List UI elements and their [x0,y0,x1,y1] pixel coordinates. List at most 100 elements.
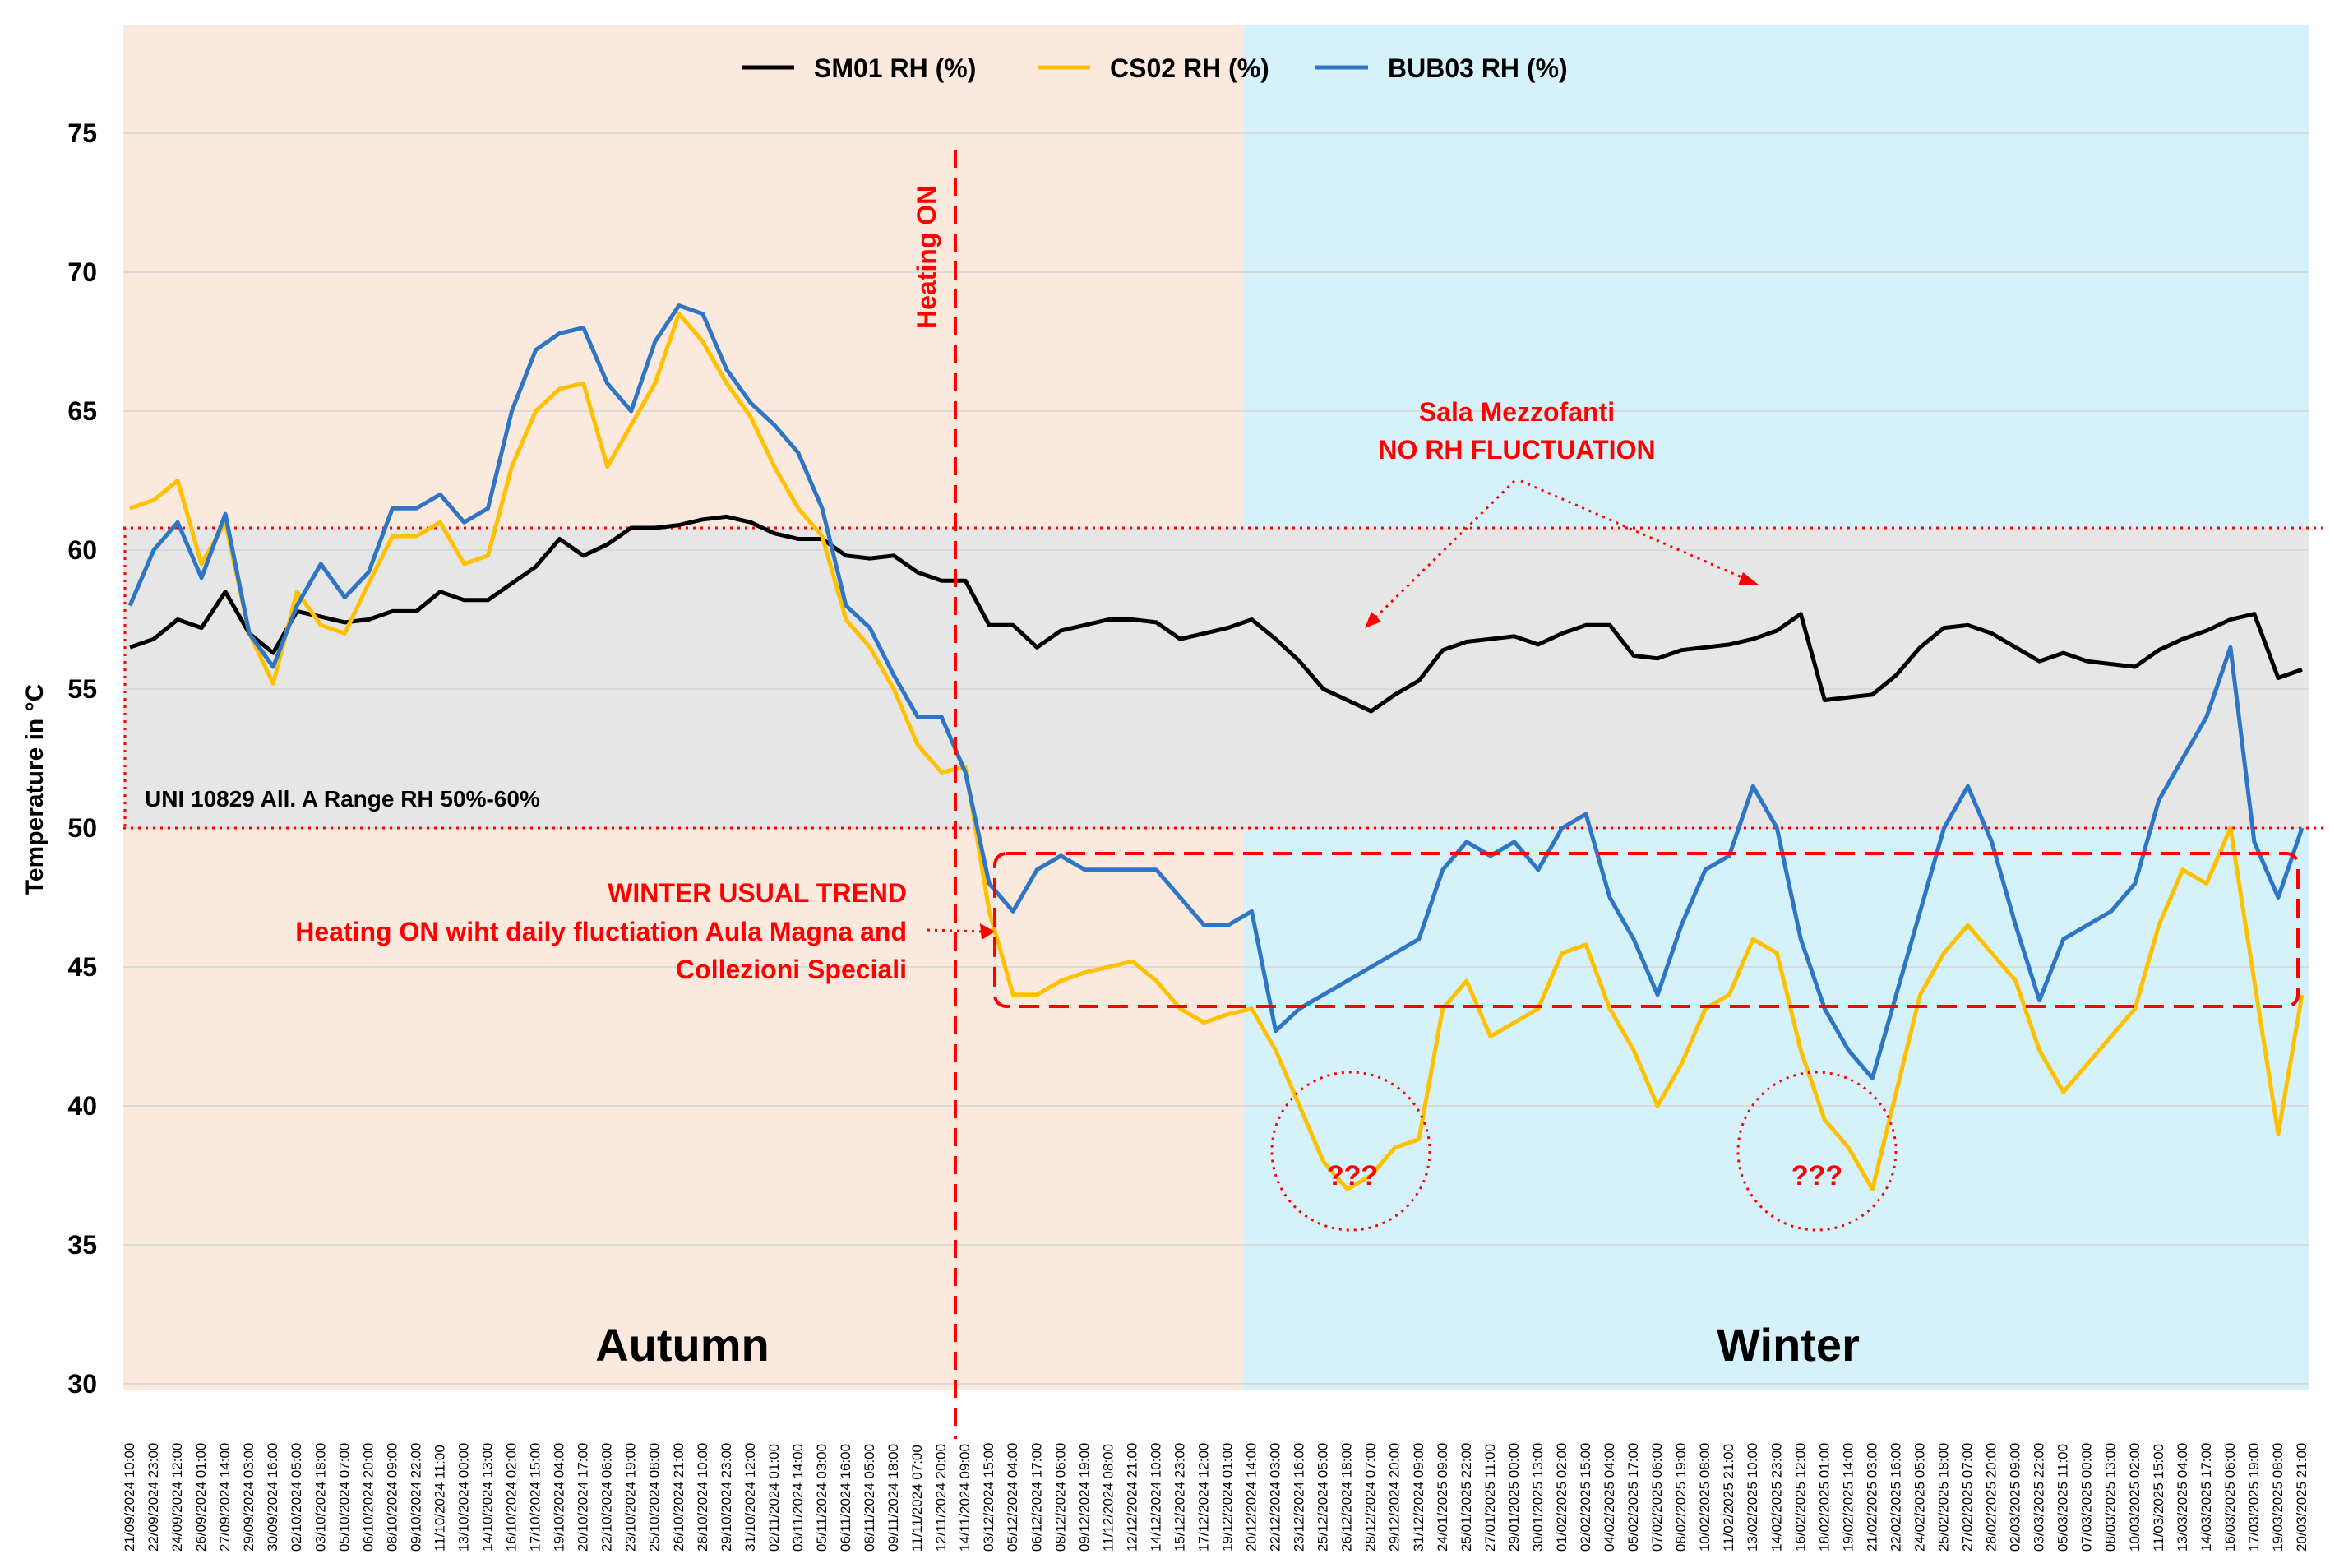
x-tick-label: 14/10/2024 13:00 [479,1443,495,1552]
x-tick-label: 03/11/2024 14:00 [790,1444,806,1552]
reference-band-label: UNI 10829 All. A Range RH 50%-60% [145,786,540,812]
x-tick-label: 09/12/2024 19:00 [1076,1443,1092,1552]
x-tick-label: 09/11/2024 18:00 [885,1444,901,1552]
sala-title: Sala Mezzofanti [1419,397,1615,427]
x-tick-label: 24/02/2025 05:00 [1912,1443,1927,1552]
x-tick-label: 08/11/2024 05:00 [862,1444,877,1552]
x-tick-label: 15/12/2024 23:00 [1172,1443,1187,1552]
x-tick-label: 11/11/2024 07:00 [909,1445,925,1552]
x-tick-label: 02/02/2025 15:00 [1578,1443,1593,1552]
y-tick-label: 50 [67,813,97,843]
x-tick-label: 29/10/2024 23:00 [719,1443,734,1552]
x-tick-label: 05/10/2024 07:00 [336,1443,352,1552]
y-tick-label: 40 [67,1091,97,1121]
y-tick-label: 55 [67,674,97,704]
series-line-cs02 [129,312,2305,1191]
x-tick-label: 16/02/2025 12:00 [1792,1443,1808,1552]
x-tick-label: 14/03/2025 17:00 [2198,1443,2214,1552]
x-tick-label: 27/01/2025 11:00 [1482,1444,1498,1552]
x-tick-label: 29/12/2024 20:00 [1387,1443,1403,1552]
x-tick-label: 25/12/2024 05:00 [1315,1443,1331,1552]
winter-label: Winter [1717,1319,1860,1371]
x-tick-label: 17/03/2025 19:00 [2246,1443,2262,1552]
y-tick-label: 35 [67,1230,97,1260]
x-tick-label: 11/02/2025 21:00 [1721,1444,1736,1552]
x-tick-label: 11/03/2025 15:00 [2151,1444,2166,1552]
x-tick-label: 31/10/2024 12:00 [742,1443,758,1552]
winter-trend-box [993,852,2300,1008]
x-tick-label: 08/10/2024 09:00 [384,1443,400,1552]
y-tick-label: 70 [67,257,97,287]
sala-subtitle: NO RH FLUCTUATION [1378,435,1655,465]
heating-on-label: Heating ON [912,186,941,329]
x-tick-label: 23/12/2024 16:00 [1292,1443,1307,1552]
winter-trend-title: WINTER USUAL TREND [608,878,907,908]
x-tick-label: 06/10/2024 20:00 [360,1443,376,1552]
x-tick-label: 19/02/2025 14:00 [1840,1443,1856,1552]
question-circle-december [1270,1071,1431,1232]
legend: SM01 RH (%) CS02 RH (%) BUB03 RH (%) [742,53,1568,83]
x-tick-label: 03/03/2025 22:00 [2032,1443,2047,1552]
question-circle-february [1736,1071,1898,1232]
x-tick-label: 06/12/2024 17:00 [1029,1443,1044,1552]
y-tick-label: 75 [67,118,97,148]
question-mark-december: ??? [1327,1160,1378,1191]
x-tick-label: 23/10/2024 19:00 [623,1443,639,1552]
x-tick-label: 11/12/2024 08:00 [1100,1444,1116,1552]
x-tick-label: 31/12/2024 09:00 [1411,1443,1426,1552]
x-tick-label: 25/10/2024 08:00 [647,1443,663,1552]
x-tick-label: 20/03/2025 21:00 [2294,1443,2309,1552]
x-tick-label: 29/09/2024 03:00 [241,1443,257,1552]
reference-band [123,527,2309,828]
sala-arrowhead-right [1738,572,1759,585]
x-tick-label: 08/03/2025 13:00 [2103,1443,2119,1552]
x-tick-label: 27/09/2024 14:00 [217,1443,233,1552]
y-axis: 30 35 40 45 50 55 60 65 70 75 [67,118,97,1399]
x-tick-label: 27/02/2025 07:00 [1960,1443,1976,1552]
x-tick-label: 14/12/2024 10:00 [1148,1443,1163,1552]
y-tick-label: 65 [67,396,97,426]
x-tick-label: 24/09/2024 12:00 [169,1443,185,1552]
x-tick-label: 28/10/2024 10:00 [695,1443,710,1552]
x-tick-label: 10/03/2025 02:00 [2127,1443,2143,1552]
autumn-label: Autumn [595,1319,770,1371]
x-tick-label: 30/01/2025 13:00 [1530,1443,1546,1552]
x-tick-label: 14/11/2024 09:00 [957,1444,973,1552]
x-tick-label: 17/10/2024 15:00 [528,1443,543,1552]
series-line-sm01 [129,514,2303,714]
x-tick-label: 22/09/2024 23:00 [146,1443,161,1552]
legend-label-cs02: CS02 RH (%) [1110,53,1269,83]
x-tick-label: 08/12/2024 06:00 [1052,1443,1068,1552]
x-tick-label: 19/10/2024 04:00 [552,1443,567,1552]
x-tick-label: 02/10/2024 05:00 [289,1443,304,1552]
sala-arrow-left [1373,479,1516,620]
x-tick-label: 26/10/2024 21:00 [671,1443,687,1552]
x-tick-label: 07/03/2025 00:00 [2079,1443,2095,1552]
x-tick-label: 03/12/2024 15:00 [981,1443,996,1552]
x-tick-label: 03/10/2024 18:00 [312,1443,328,1552]
x-tick-label: 07/02/2025 06:00 [1649,1443,1665,1552]
x-tick-label: 20/10/2024 17:00 [576,1443,591,1552]
x-tick-label: 26/09/2024 01:00 [193,1443,209,1552]
x-tick-label: 19/03/2025 08:00 [2270,1443,2286,1552]
x-tick-label: 13/03/2025 04:00 [2175,1443,2190,1552]
x-tick-label: 26/12/2024 18:00 [1339,1443,1355,1552]
x-tick-label: 22/02/2025 16:00 [1888,1443,1903,1552]
x-tick-label: 18/02/2025 01:00 [1816,1443,1832,1552]
x-tick-label: 11/10/2024 11:00 [432,1445,447,1552]
x-tick-label: 05/03/2025 11:00 [2055,1444,2071,1552]
x-tick-label: 20/12/2024 14:00 [1244,1443,1260,1552]
legend-label-sm01: SM01 RH (%) [814,53,976,83]
y-tick-label: 30 [67,1369,97,1399]
x-tick-label: 06/11/2024 16:00 [838,1444,853,1552]
x-tick-label: 25/01/2025 22:00 [1459,1443,1474,1552]
x-tick-label: 10/02/2025 08:00 [1697,1443,1713,1552]
x-tick-label: 12/11/2024 20:00 [933,1444,949,1552]
question-mark-february: ??? [1791,1160,1842,1191]
x-tick-label: 28/02/2025 20:00 [1984,1443,1999,1552]
x-tick-label: 24/01/2025 09:00 [1435,1443,1450,1552]
winter-trend-arrow [927,928,984,933]
winter-trend-line3: Collezioni Speciali [676,955,907,984]
x-tick-label: 09/10/2024 22:00 [408,1443,423,1552]
